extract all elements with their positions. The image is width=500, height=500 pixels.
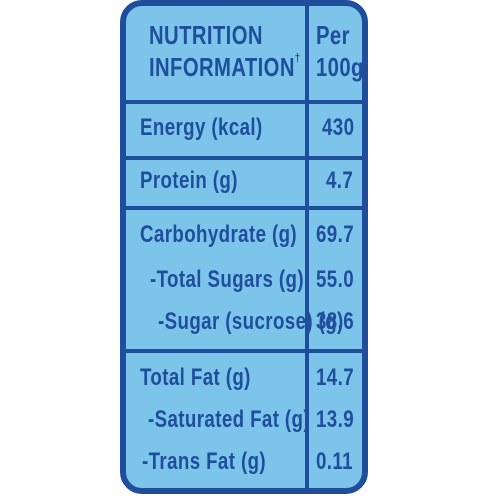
row-label-protein: Protein (g) <box>140 167 238 194</box>
row-label-saturated-fat: -Saturated Fat (g) <box>148 406 310 433</box>
row-value-trans-fat: 0.11 <box>316 448 353 475</box>
column-divider <box>305 6 309 488</box>
row-label-total-sugars: -Total Sugars (g) <box>150 266 304 293</box>
row-divider-protein <box>126 206 362 210</box>
row-divider-energy <box>126 156 362 160</box>
row-label-trans-fat: -Trans Fat (g) <box>142 448 267 475</box>
row-divider-header <box>126 100 362 104</box>
header-per-line1: Per <box>316 20 350 50</box>
header-per-line2: 100g <box>316 52 364 82</box>
row-label-sugar-sucrose: -Sugar (sucrose) (g) <box>158 308 344 335</box>
row-label-total-fat: Total Fat (g) <box>140 364 251 391</box>
header-title-line2-text: INFORMATION <box>149 52 295 82</box>
row-value-sugar-sucrose: 38.6 <box>316 308 355 335</box>
row-label-energy: Energy (kcal) <box>140 114 263 141</box>
header-title-line2: INFORMATION† <box>149 51 301 82</box>
row-label-carbohydrate: Carbohydrate (g) <box>140 221 298 248</box>
row-value-saturated-fat: 13.9 <box>316 406 355 433</box>
nutrition-panel: NUTRITION INFORMATION† Per 100g Energy (… <box>120 0 368 494</box>
row-value-total-fat: 14.7 <box>316 364 355 391</box>
row-value-energy: 430 <box>322 114 355 141</box>
row-value-protein: 4.7 <box>326 167 354 194</box>
row-divider-carbohydrate <box>126 349 362 353</box>
row-value-carbohydrate: 69.7 <box>316 221 355 248</box>
dagger-mark: † <box>294 51 301 65</box>
row-value-total-sugars: 55.0 <box>316 266 355 293</box>
header-title-line1: NUTRITION <box>149 20 263 50</box>
